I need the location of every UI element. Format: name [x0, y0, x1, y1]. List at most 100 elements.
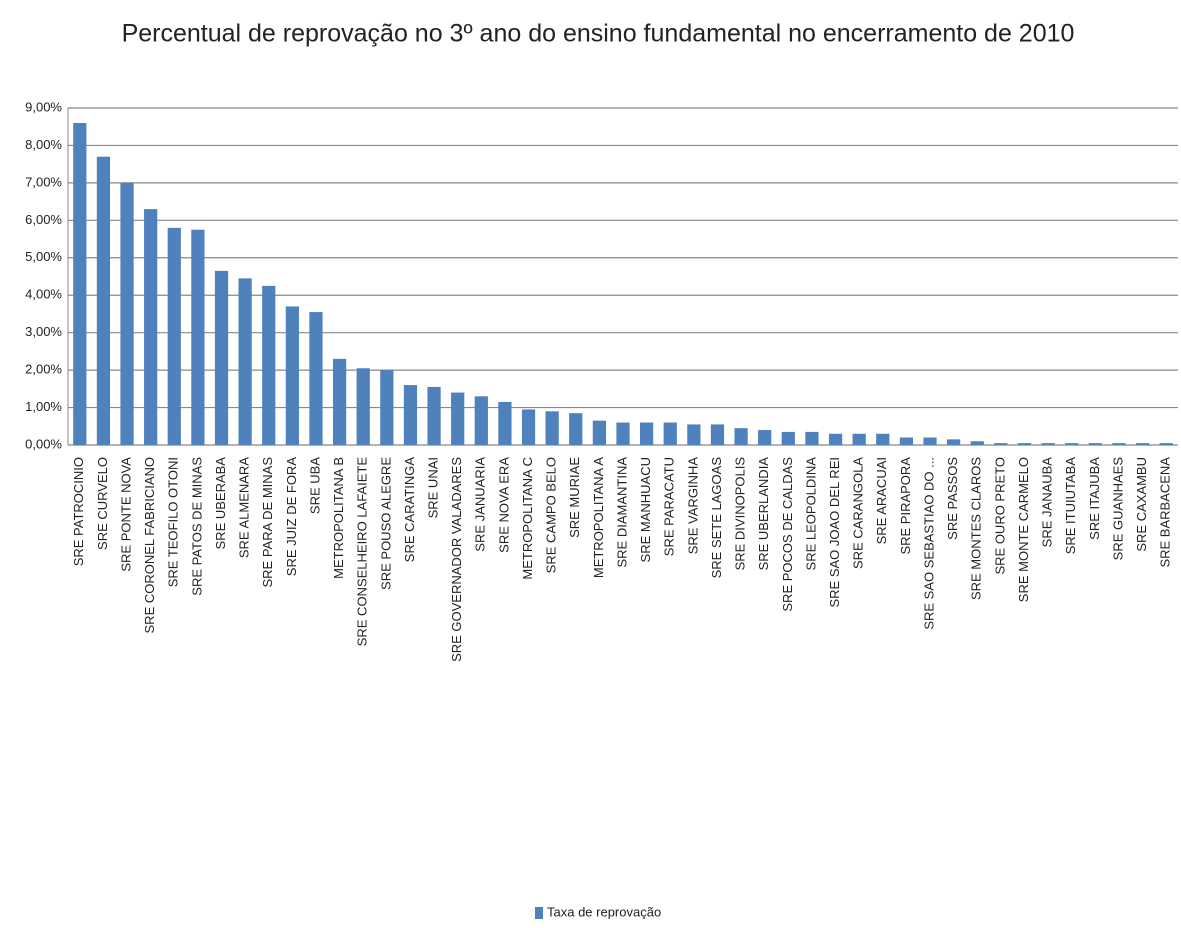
x-tick-label: SRE PONTE NOVA: [118, 457, 133, 572]
chart-title: Percentual de reprovação no 3º ano do en…: [122, 20, 1075, 48]
bar: [545, 411, 559, 445]
y-tick-label: 8,00%: [25, 137, 62, 152]
x-tick-label: SRE MONTE CARMELO: [1016, 457, 1031, 602]
x-tick-label: SRE LEOPOLDINA: [803, 457, 818, 571]
x-tick-label: SRE PASSOS: [945, 457, 960, 540]
y-tick-label: 9,00%: [25, 99, 62, 114]
x-tick-label: SRE ITUIUTABA: [1063, 457, 1078, 555]
bar: [96, 156, 111, 445]
bar: [828, 433, 843, 445]
bar: [758, 430, 772, 445]
bar: [781, 431, 795, 445]
x-tick-label: SRE CARATINGA: [402, 457, 417, 563]
bar: [592, 420, 606, 445]
x-tick-label: SRE UNAI: [426, 457, 441, 518]
bar: [262, 285, 276, 445]
bar: [167, 227, 181, 445]
bar: [144, 209, 158, 445]
bar: [356, 368, 370, 445]
bar: [876, 433, 890, 445]
bar: [1159, 443, 1173, 445]
x-tick-label: SRE OURO PRETO: [992, 457, 1007, 575]
bar: [994, 443, 1008, 445]
bar: [285, 306, 299, 445]
x-tick-label: SRE UBA: [307, 457, 322, 514]
x-tick-label: METROPOLITANA A: [591, 457, 606, 578]
x-tick-label: SRE POUSO ALEGRE: [378, 457, 393, 590]
bar: [569, 413, 583, 445]
bar: [734, 428, 748, 445]
y-tick-label: 3,00%: [25, 324, 62, 339]
x-tick-label: SRE CORONEL FABRICIANO: [142, 457, 157, 634]
x-tick-label: SRE JANAUBA: [1040, 457, 1055, 548]
bar: [1088, 443, 1102, 445]
y-tick-label: 4,00%: [25, 287, 62, 302]
x-tick-label: SRE VARGINHA: [685, 457, 700, 555]
bar: [805, 431, 819, 445]
x-tick-label: SRE MURIAE: [567, 457, 582, 538]
x-tick-label: SRE BARBACENA: [1158, 457, 1173, 568]
bar: [640, 422, 654, 445]
bar: [214, 270, 229, 445]
x-tick-label: SRE DIVINOPOLIS: [733, 457, 748, 571]
bar: [427, 386, 441, 445]
x-tick-label: SRE CAMPO BELO: [544, 457, 559, 573]
x-tick-label: SRE SAO JOAO DEL REI: [827, 457, 842, 608]
y-tick-label: 7,00%: [25, 174, 62, 189]
y-tick-label: 6,00%: [25, 212, 62, 227]
bar: [120, 182, 134, 445]
y-tick-label: 1,00%: [25, 399, 62, 414]
x-tick-label: SRE ALMENARA: [237, 457, 252, 558]
bar: [852, 433, 866, 445]
x-tick-label: SRE POCOS DE CALDAS: [780, 457, 795, 612]
x-tick-label: SRE UBERLANDIA: [756, 457, 771, 571]
x-tick-label: SRE PATROCINIO: [71, 457, 86, 566]
x-tick-label: SRE ITAJUBA: [1087, 457, 1102, 540]
bar: [332, 358, 347, 445]
x-tick-label: SRE CAXAMBU: [1134, 457, 1149, 552]
bar: [403, 385, 418, 445]
bar: [521, 409, 536, 445]
y-tick-label: 2,00%: [25, 362, 62, 377]
x-tick-label: SRE PATOS DE MINAS: [189, 457, 204, 596]
x-tick-label: SRE SAO SEBASTIAO DO ...: [921, 457, 936, 630]
legend-label: Taxa de reprovação: [547, 904, 661, 919]
bar: [451, 392, 465, 445]
y-tick-label: 0,00%: [25, 436, 62, 451]
legend-swatch: [535, 907, 543, 919]
x-tick-label: SRE ARACUAI: [874, 457, 889, 544]
bar: [191, 229, 205, 445]
x-tick-label: SRE CONSELHEIRO LAFAIETE: [355, 457, 370, 647]
bar: [309, 312, 323, 445]
x-tick-label: METROPOLITANA C: [520, 457, 535, 580]
x-tick-label: SRE UBERABA: [213, 457, 228, 550]
bar: [1112, 443, 1126, 445]
bar: [1017, 443, 1032, 445]
x-tick-label: SRE TEOFILO OTONI: [166, 457, 181, 587]
x-tick-label: SRE CARANGOLA: [851, 457, 866, 569]
bar: [663, 422, 677, 445]
x-tick-label: SRE GOVERNADOR VALADARES: [449, 457, 464, 662]
bar: [710, 424, 725, 445]
bar: [73, 122, 87, 445]
bar: [947, 439, 961, 445]
bar: [616, 422, 630, 445]
bar: [923, 437, 937, 445]
x-tick-label: SRE JANUARIA: [473, 457, 488, 552]
bar: [238, 278, 252, 445]
bar: [1041, 443, 1055, 445]
x-tick-label: SRE MANHUACU: [638, 457, 653, 562]
y-tick-label: 5,00%: [25, 249, 62, 264]
x-tick-label: SRE PIRAPORA: [898, 457, 913, 555]
bar: [687, 424, 701, 445]
x-tick-label: SRE JUIZ DE FORA: [284, 457, 299, 577]
bar: [1135, 443, 1150, 445]
x-tick-label: SRE DIAMANTINA: [614, 457, 629, 568]
bar: [380, 370, 394, 445]
x-tick-label: SRE PARACATU: [662, 457, 677, 556]
x-tick-label: SRE SETE LAGOAS: [709, 457, 724, 579]
x-tick-label: SRE MONTES CLAROS: [969, 457, 984, 600]
bar: [899, 437, 914, 445]
x-tick-label: SRE PARA DE MINAS: [260, 457, 275, 588]
